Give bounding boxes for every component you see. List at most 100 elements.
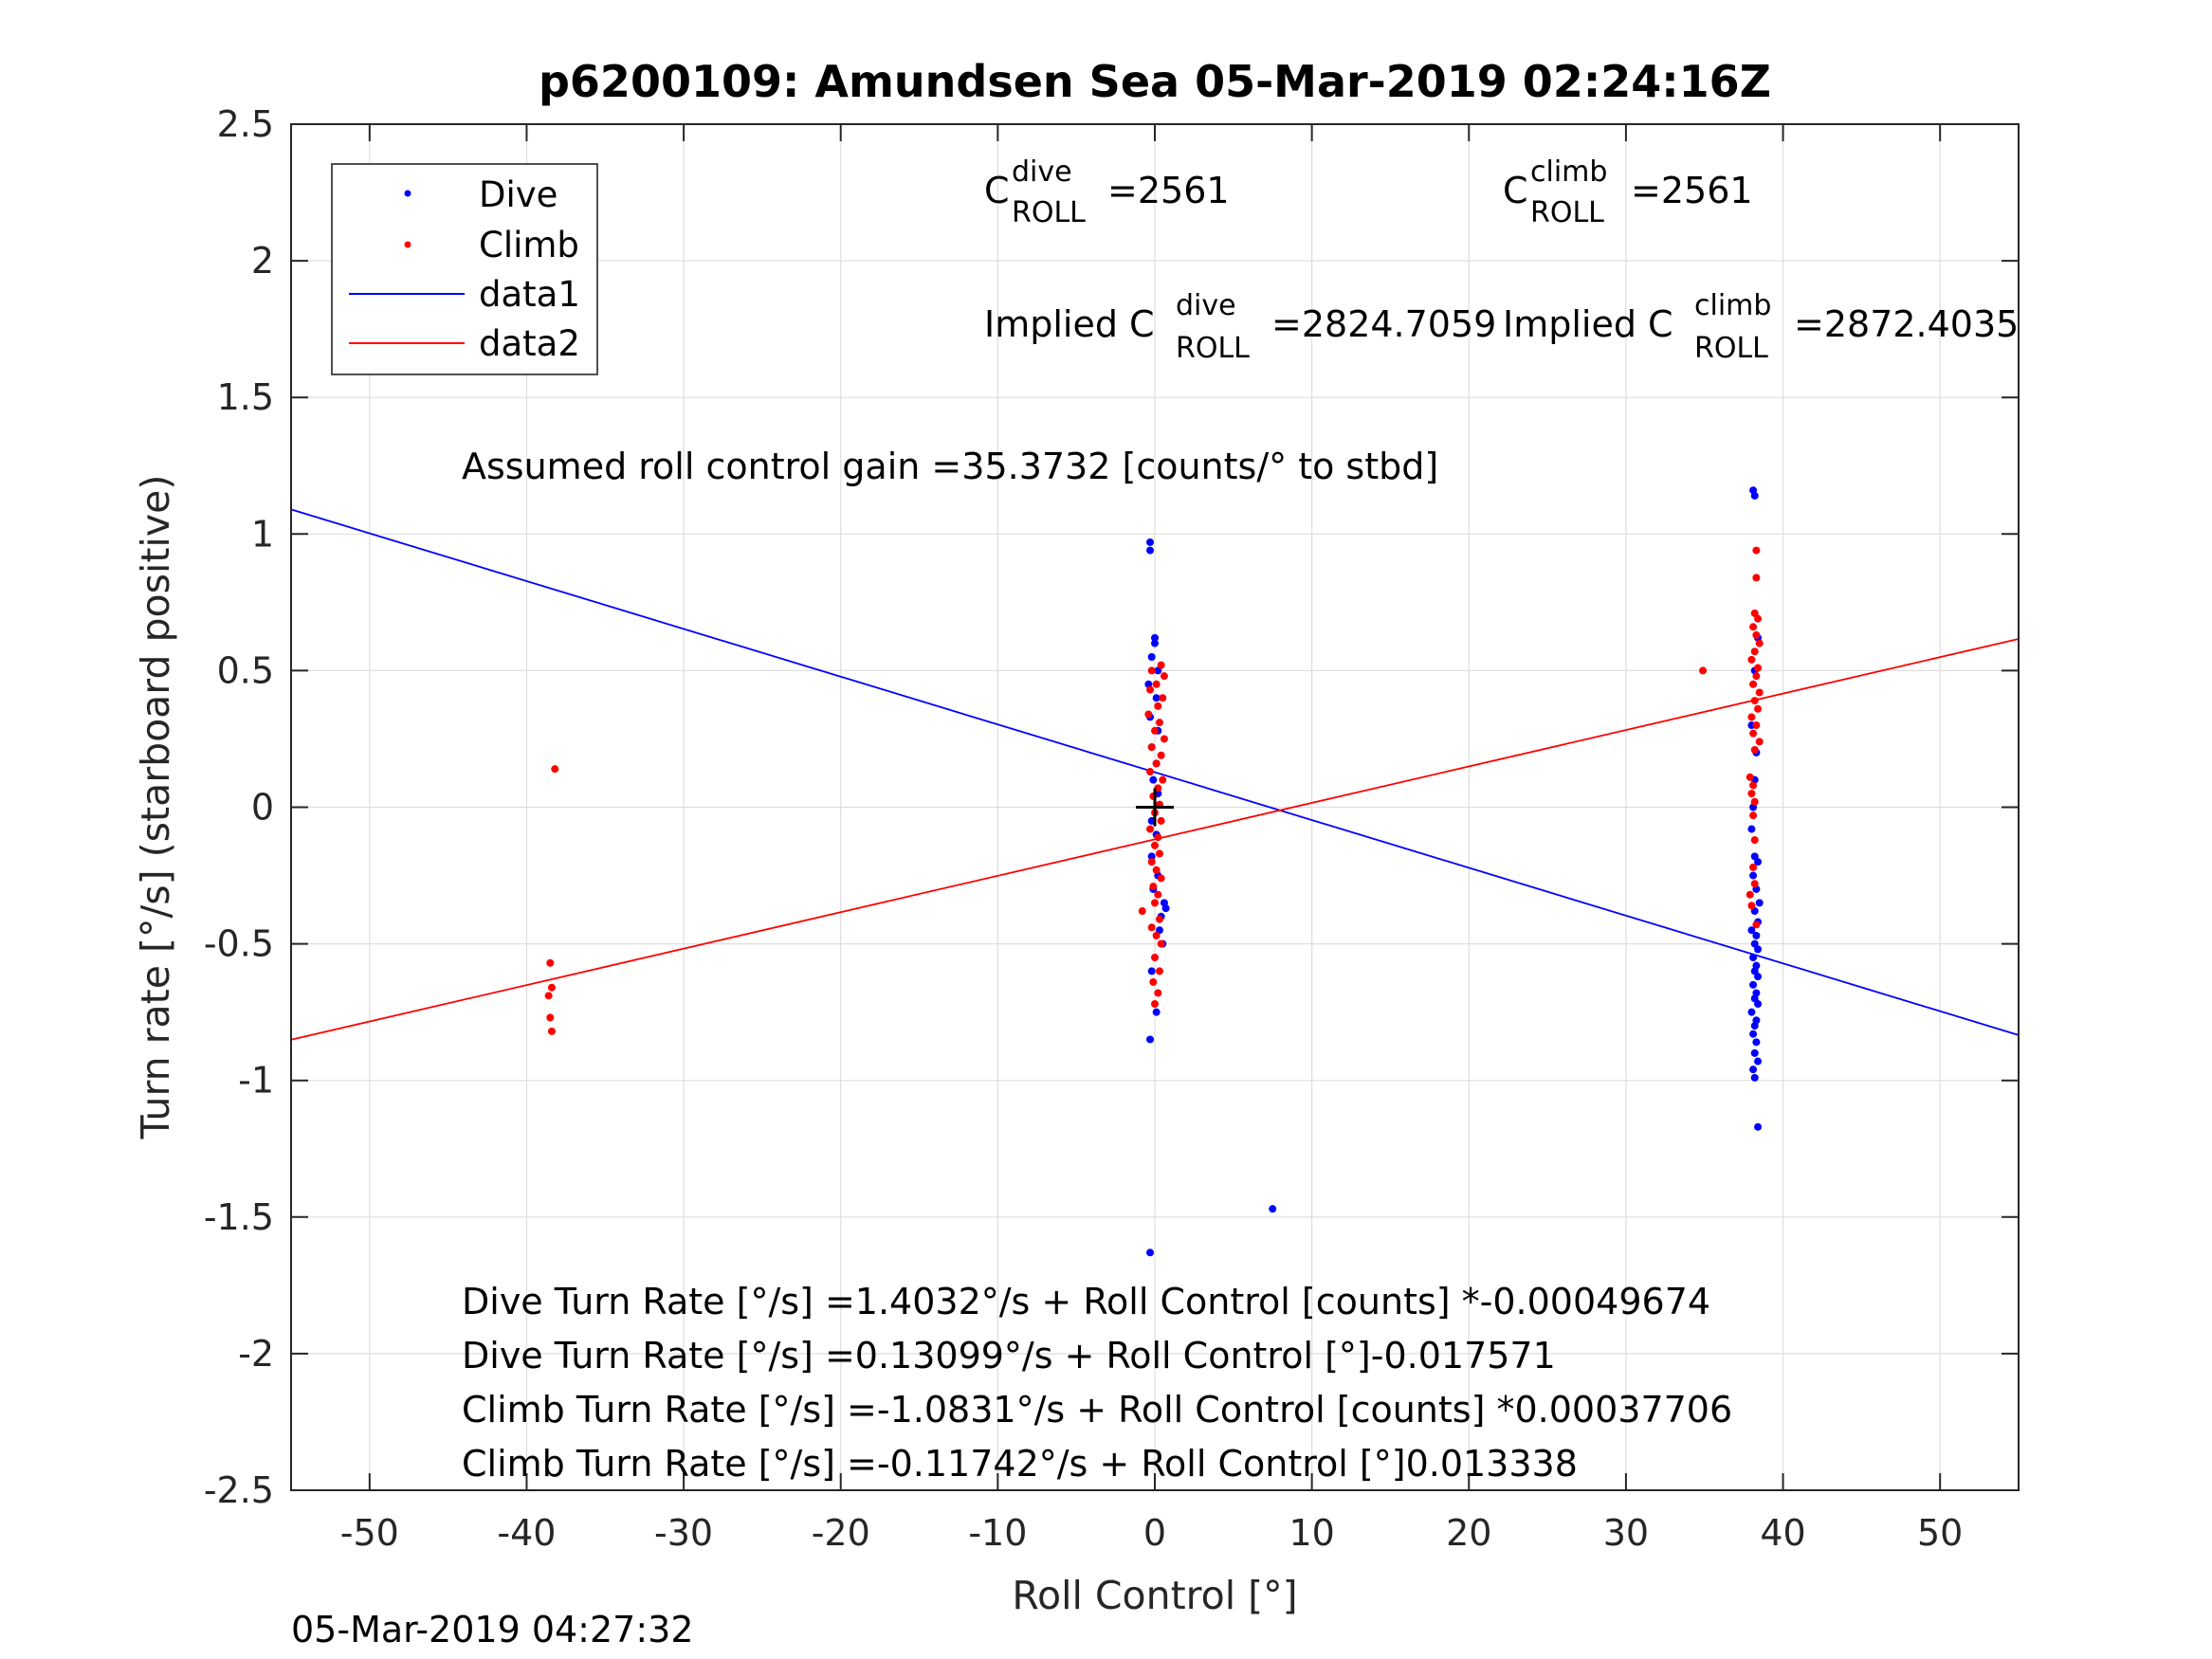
climb-point <box>1160 672 1168 681</box>
dive-point <box>1750 1022 1759 1030</box>
dive-point <box>1149 775 1158 784</box>
climb-point <box>1160 735 1168 743</box>
legend-box <box>331 163 598 375</box>
legend-climb-swatch <box>404 241 411 248</box>
dive-point <box>1752 931 1761 939</box>
c-climb-base: C <box>1503 170 1528 211</box>
x-tick-label: -50 <box>340 1512 399 1554</box>
climb-point <box>1752 921 1761 929</box>
climb-point <box>1750 797 1759 806</box>
dive-point <box>1750 1073 1759 1082</box>
climb-point <box>1749 781 1758 790</box>
dive-point <box>1749 871 1758 880</box>
y-tick-label: -2.5 <box>204 1469 274 1511</box>
dive-point <box>1754 1057 1763 1066</box>
dive-point <box>1161 904 1170 913</box>
y-tick-labels: -2.5 -2 -1.5 -1 -0.5 0 0.5 1 1.5 2 2.5 <box>204 103 274 1511</box>
x-tick-label: -30 <box>654 1512 713 1554</box>
climb-point <box>1752 630 1761 639</box>
climb-point <box>1157 661 1165 669</box>
climb-point <box>1155 915 1163 923</box>
implied-climb-value: =2872.4035 <box>1794 303 2019 345</box>
climb-point <box>1154 989 1162 997</box>
climb-point <box>1750 697 1759 705</box>
climb-point <box>1699 666 1708 675</box>
dive-point <box>1147 967 1156 975</box>
climb-point <box>1747 790 1756 798</box>
climb-point <box>1146 825 1155 833</box>
dive-point <box>1749 1030 1758 1038</box>
y-tick-label: -2 <box>238 1333 274 1375</box>
dive-point <box>1147 852 1156 861</box>
c-climb-sub: ROLL <box>1530 196 1604 229</box>
climb-point <box>1157 939 1165 948</box>
climb-point <box>1151 726 1159 735</box>
climb-point <box>1154 833 1162 842</box>
climb-point <box>1138 907 1146 916</box>
dive-point <box>1752 1038 1761 1047</box>
climb-point <box>1754 614 1763 623</box>
climb-point <box>1154 890 1162 899</box>
dive-point <box>1147 652 1156 661</box>
c-dive-base: C <box>984 170 1010 211</box>
climb-point <box>1752 672 1761 681</box>
fit-line-data1 <box>290 508 2020 1036</box>
climb-point <box>544 992 553 1000</box>
climb-point <box>1755 688 1764 697</box>
climb-point <box>1749 680 1758 688</box>
implied-climb-sub: ROLL <box>1694 332 1768 365</box>
implied-dive-sup: dive <box>1176 289 1236 322</box>
implied-dive-value: =2824.7059 <box>1271 303 1496 345</box>
y-tick-label: 1 <box>251 513 274 555</box>
c-dive-value: =2561 <box>1107 170 1230 211</box>
climb-point <box>1146 685 1155 694</box>
y-tick-label: -1.5 <box>204 1196 274 1238</box>
equation-line: Dive Turn Rate [°/s] =1.4032°/s + Roll C… <box>462 1281 1710 1322</box>
origin-marker <box>1136 788 1174 827</box>
annotation-gain: Assumed roll control gain =35.3732 [coun… <box>462 446 1438 487</box>
climb-point <box>1747 902 1756 910</box>
annotation-c-climb: C climb ROLL =2561 <box>1503 155 1753 229</box>
dive-point <box>1754 945 1763 954</box>
x-tick-label: -40 <box>497 1512 556 1554</box>
c-dive-sup: dive <box>1012 155 1072 189</box>
implied-climb-prefix: Implied C <box>1503 303 1673 345</box>
dive-point <box>1750 1048 1759 1057</box>
y-tick-label: 2.5 <box>217 103 274 145</box>
y-tick-label: -0.5 <box>204 923 274 965</box>
climb-point <box>1157 874 1165 883</box>
climb-point <box>1157 816 1165 825</box>
climb-point <box>1750 745 1759 754</box>
dive-point <box>1754 1122 1763 1131</box>
implied-dive-prefix: Implied C <box>984 303 1155 345</box>
climb-point <box>1157 751 1165 759</box>
climb-point <box>1159 775 1167 784</box>
dive-point <box>1749 980 1758 989</box>
climb-point <box>546 958 555 967</box>
x-tick-label: -10 <box>968 1512 1027 1554</box>
c-climb-value: =2561 <box>1631 170 1753 211</box>
ticks <box>291 123 2019 1491</box>
annotation-implied-dive: Implied C dive ROLL =2824.7059 <box>984 289 1496 365</box>
climb-point <box>1749 811 1758 820</box>
dive-point <box>1747 926 1756 935</box>
x-tick-label: 40 <box>1760 1512 1805 1554</box>
dive-point <box>1754 973 1763 981</box>
legend-dive-label: Dive <box>479 174 558 215</box>
x-tick-labels: -50 -40 -30 -20 -10 0 10 20 30 40 50 <box>340 1512 1964 1554</box>
c-climb-sup: climb <box>1530 155 1607 189</box>
y-axis-label: Turn rate [°/s] (starboard positive) <box>133 475 178 1140</box>
dive-point <box>1146 1249 1155 1257</box>
y-tick-label: 2 <box>251 240 274 282</box>
climb-point <box>1754 704 1763 713</box>
x-tick-label: 30 <box>1603 1512 1649 1554</box>
climb-point <box>1155 719 1163 727</box>
climb-point <box>1752 721 1761 730</box>
dive-point <box>1749 954 1758 962</box>
dive-point <box>1152 1008 1161 1016</box>
dive-point <box>1747 825 1756 833</box>
climb-point <box>551 765 559 774</box>
y-tick-label: 1.5 <box>217 376 274 418</box>
climb-point <box>1749 623 1758 631</box>
